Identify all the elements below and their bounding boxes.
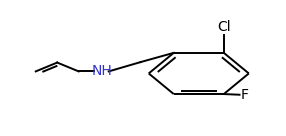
Text: F: F: [241, 88, 249, 102]
Text: Cl: Cl: [217, 21, 231, 34]
Text: NH: NH: [91, 64, 112, 78]
